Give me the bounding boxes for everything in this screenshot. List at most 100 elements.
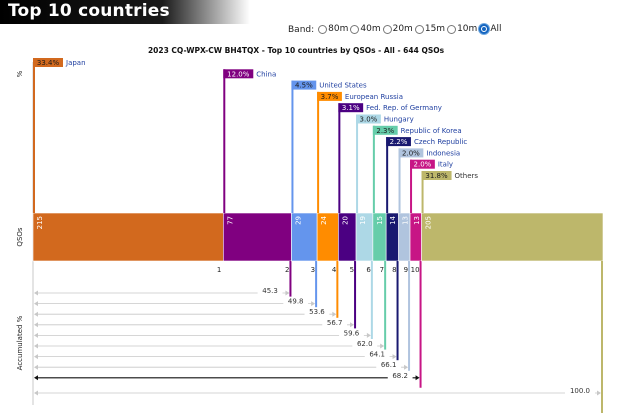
percent-label: 3.0%: [360, 116, 378, 124]
percent-label: 2.2%: [390, 138, 408, 146]
accumulated-arrow-head-left: [34, 332, 38, 338]
percent-label: 2.0%: [414, 161, 432, 169]
accumulated-label: 68.2: [392, 372, 408, 380]
accumulated-label-bg: [376, 360, 402, 369]
band-option-label: 20m: [392, 24, 413, 34]
percent-box-11: [421, 171, 452, 180]
accumulated-label: 49.8: [288, 298, 304, 306]
accumulated-label-bg: [304, 307, 330, 316]
percent-label: 12.0%: [227, 70, 250, 78]
accumulated-arrow-head-right: [332, 311, 337, 317]
radio-all[interactable]: [479, 23, 490, 34]
country-name-label: Hungary: [384, 116, 414, 124]
country-name-label: China: [256, 70, 276, 78]
radio-40m[interactable]: [350, 24, 360, 34]
qso-count-label: 15: [376, 216, 384, 225]
qso-count-label: 14: [389, 215, 397, 224]
qso-count-label: 215: [36, 216, 44, 229]
band-option-40m[interactable]: 40m: [350, 24, 381, 34]
accumulated-arrow-head-left: [34, 343, 38, 349]
accumulated-label: 56.7: [327, 319, 343, 327]
band-option-10m[interactable]: 10m: [447, 24, 477, 34]
country-name-label: United States: [319, 82, 367, 90]
accumulated-arrow-head-left: [34, 311, 38, 317]
band-option-label: 80m: [328, 24, 349, 34]
accumulated-label: 45.3: [262, 287, 278, 295]
qso-count-label: 205: [425, 216, 433, 229]
radio-20m[interactable]: [382, 24, 392, 34]
accumulated-arrow-head-left: [34, 301, 38, 307]
country-name-label: Republic of Korea: [401, 127, 462, 135]
rank-label: 2: [285, 266, 289, 274]
accumulated-arrow-head-right: [380, 343, 385, 349]
qso-bar-2: [222, 212, 292, 262]
radio-15m[interactable]: [414, 24, 424, 34]
accumulated-label-bg: [387, 370, 413, 379]
percent-label: 2.0%: [402, 149, 420, 157]
percent-label: 31.8%: [425, 172, 448, 180]
rank-label: 6: [366, 266, 371, 274]
percent-box-2: [223, 69, 254, 79]
country-name-label: Others: [455, 172, 479, 180]
accumulated-label-bg: [283, 296, 309, 305]
percent-label: 3.1%: [342, 104, 360, 112]
band-selector: Band: 80m 40m 20m 15m 10m All: [288, 23, 503, 37]
accumulated-label: 59.6: [344, 329, 360, 337]
qso-bar-3: [291, 212, 318, 262]
accumulated-label: 62.0: [357, 340, 373, 348]
percent-axis-label: %: [16, 70, 24, 77]
radio-80m[interactable]: [318, 24, 328, 34]
percent-box-4: [317, 91, 342, 101]
percent-box-3: [291, 80, 317, 90]
percent-box-6: [356, 114, 381, 124]
percent-box-5: [338, 103, 364, 113]
band-option-15m[interactable]: 15m: [414, 24, 446, 34]
rank-label: 10: [411, 266, 420, 274]
country-name-label: Czech Republic: [414, 138, 467, 146]
accumulated-label: 66.1: [381, 361, 397, 369]
rank-label: 8: [392, 266, 396, 274]
qso-bar-11: [421, 212, 604, 262]
percent-label: 4.5%: [295, 82, 313, 90]
qso-count-label: 13: [402, 216, 410, 225]
rank-label: 1: [217, 266, 221, 274]
band-option-label: All: [490, 23, 502, 34]
accumulated-label-bg: [339, 328, 364, 337]
accumulated-arrow-head-right: [285, 290, 290, 296]
radio-10m[interactable]: [447, 24, 457, 34]
percent-label: 2.3%: [376, 127, 394, 135]
accumulated-arrow-head-right: [415, 375, 420, 381]
accumulated-arrow-head-left: [34, 354, 38, 360]
rank-label: 3: [311, 266, 315, 274]
accumulated-arrow-head-left: [34, 390, 38, 396]
rank-label: 9: [404, 266, 408, 274]
country-name-label: Fed. Rep. of Germany: [366, 104, 442, 112]
accumulated-label-bg: [322, 317, 348, 326]
chart-title: 2023 CQ-WPX-CW BH4TQX - Top 10 countries…: [148, 46, 445, 55]
accumulated-label-bg: [364, 349, 390, 358]
percent-box-10: [410, 159, 435, 169]
band-option-label: 15m: [424, 24, 446, 34]
accumulated-arrow-head-left: [34, 290, 38, 296]
qso-count-label: 13: [413, 216, 421, 225]
header-bar: Top 10 countries: [0, 0, 250, 24]
percent-box-1: [33, 58, 63, 67]
accumulated-arrow-head-right: [350, 322, 355, 328]
accumulated-arrow-head-right: [366, 332, 371, 338]
accumulated-label: 64.1: [369, 351, 385, 359]
band-option-label: 40m: [360, 24, 381, 34]
band-option-80m[interactable]: 80m: [318, 24, 348, 34]
band-option-all[interactable]: All: [479, 23, 502, 34]
accumulated-arrow-head-left: [34, 375, 38, 381]
qso-axis-label: QSOs: [16, 227, 24, 246]
accumulated-axis-label: Accumulated %: [16, 315, 24, 370]
accumulated-arrow-head-left: [34, 322, 38, 328]
accumulated-label-bg: [565, 386, 595, 394]
percent-box-7: [372, 125, 398, 135]
accumulated-arrow-head-right: [311, 301, 316, 307]
country-name-label: European Russia: [345, 93, 403, 101]
percent-label: 3.7%: [321, 93, 339, 101]
accumulated-label-bg: [257, 286, 283, 294]
band-option-20m[interactable]: 20m: [382, 24, 413, 34]
